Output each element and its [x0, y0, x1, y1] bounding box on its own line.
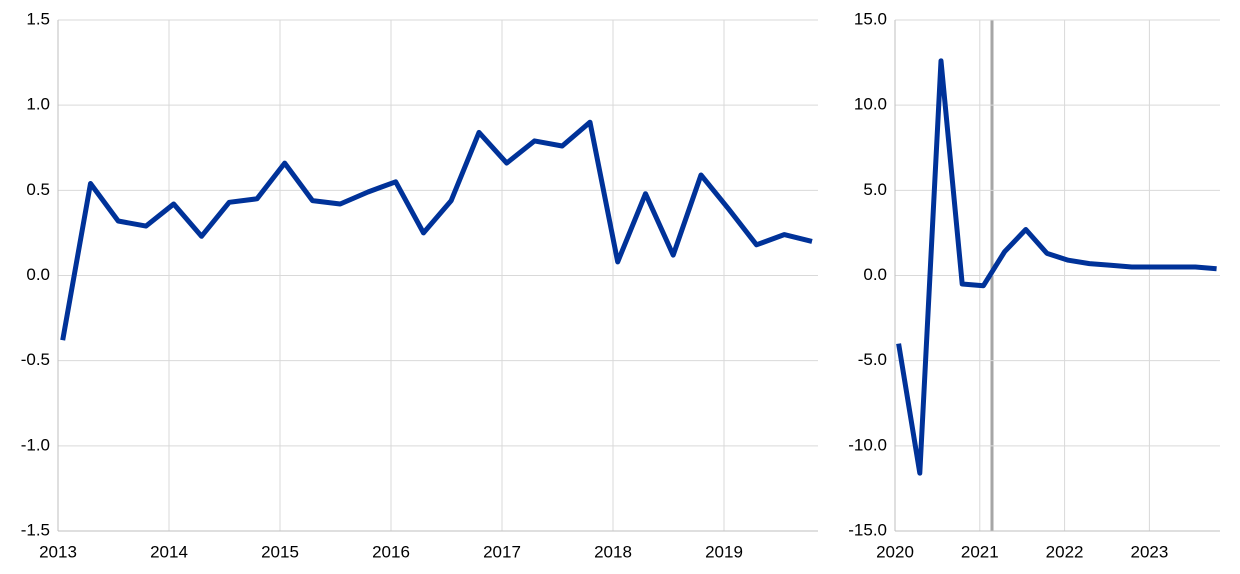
y-tick-label: -5.0: [858, 350, 887, 369]
x-tick-label: 2015: [261, 542, 299, 561]
x-tick-label: 2020: [876, 542, 914, 561]
y-tick-label: 10.0: [854, 95, 887, 114]
series-line: [896, 58, 1217, 476]
y-tick-label: 0.5: [26, 180, 50, 199]
y-tick-label: 1.5: [26, 9, 50, 28]
x-tick-label: 2014: [150, 542, 188, 561]
x-tick-label: 2017: [483, 542, 521, 561]
y-tick-label: -15.0: [848, 520, 887, 539]
x-tick-label: 2016: [372, 542, 410, 561]
x-tick-label: 2018: [594, 542, 632, 561]
x-tick-label: 2022: [1046, 542, 1084, 561]
y-tick-label: 0.0: [26, 265, 50, 284]
y-tick-label: 5.0: [863, 180, 887, 199]
y-tick-label: 15.0: [854, 9, 887, 28]
panel: 1.5 1.0 0.5 0.0 -0.5 -1.0 -1.5 2013 2014 2015 2016…: [21, 9, 818, 561]
y-tick-label: 0.0: [863, 265, 887, 284]
panel: 15.0 10.0 5.0 0.0 -5.0 -10.0 -15.0 2020 2021 2022…: [848, 9, 1220, 561]
x-tick-label: 2013: [39, 542, 77, 561]
series-line: [60, 119, 813, 341]
y-tick-label: -0.5: [21, 350, 50, 369]
y-tick-label: -10.0: [848, 435, 887, 454]
x-tick-label: 2021: [961, 542, 999, 561]
y-tick-label: -1.0: [21, 435, 50, 454]
x-tick-label: 2019: [705, 542, 743, 561]
x-tick-label: 2023: [1130, 542, 1168, 561]
y-tick-label: -1.5: [21, 520, 50, 539]
y-tick-label: 1.0: [26, 95, 50, 114]
